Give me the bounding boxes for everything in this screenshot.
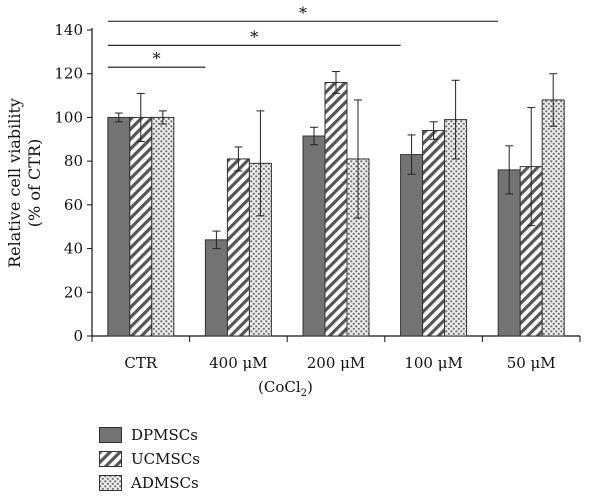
x-axis-unit-label: (CoCl2) xyxy=(258,378,313,399)
y-tick-label: 80 xyxy=(64,152,83,170)
legend-item-dpmscs: DPMSCs xyxy=(99,423,200,447)
bar-dpmscs xyxy=(302,135,326,337)
legend-item-admscs: ADMSCs xyxy=(99,471,200,495)
y-axis-label: Relative cell viability xyxy=(5,98,24,268)
y-tick-label: 120 xyxy=(54,65,83,83)
y-tick-label: 40 xyxy=(64,240,83,258)
x-tick-label: 200 μM xyxy=(307,354,366,372)
legend-swatch-ucmscs xyxy=(99,451,122,467)
bar-dpmscs xyxy=(497,169,521,337)
y-tick-label: 60 xyxy=(64,196,83,214)
y-axis-label-unit: (% of CTR) xyxy=(25,139,44,227)
legend-swatch-dpmscs xyxy=(99,427,122,443)
x-tick-label: CTR xyxy=(124,354,157,372)
bar-dpmscs xyxy=(107,116,131,337)
y-tick-label: 140 xyxy=(54,21,83,39)
bar-admscs xyxy=(541,99,565,337)
x-tick-label: 50 μM xyxy=(507,354,556,372)
legend: DPMSCs UCMSCs ADMSCs xyxy=(99,423,200,495)
significance-star: * xyxy=(299,3,307,22)
x-tick-label: 400 μM xyxy=(209,354,268,372)
bar-admscs xyxy=(151,116,175,337)
x-tick-label: 100 μM xyxy=(404,354,463,372)
legend-label-dpmscs: DPMSCs xyxy=(131,426,198,444)
significance-star: * xyxy=(153,49,161,68)
legend-label-admscs: ADMSCs xyxy=(131,474,199,492)
bar-dpmscs xyxy=(204,239,228,337)
bar-ucmscs xyxy=(226,158,250,337)
y-tick-label: 20 xyxy=(64,283,83,301)
legend-swatch-admscs xyxy=(99,475,122,491)
significance-star: * xyxy=(250,27,258,46)
bar-ucmscs xyxy=(324,81,348,337)
bar-dpmscs xyxy=(400,154,424,337)
y-tick-label: 100 xyxy=(54,108,83,126)
legend-item-ucmscs: UCMSCs xyxy=(99,447,200,471)
legend-label-ucmscs: UCMSCs xyxy=(131,450,200,468)
bar-ucmscs xyxy=(129,116,153,337)
y-tick-label: 0 xyxy=(73,327,83,345)
bar-ucmscs xyxy=(422,130,446,337)
